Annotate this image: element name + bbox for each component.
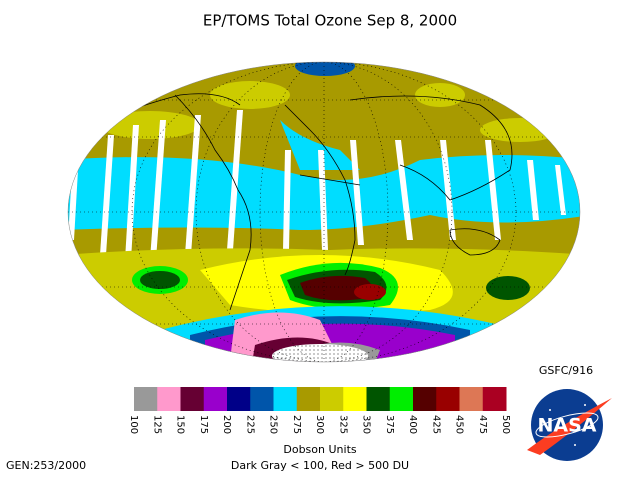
tick-label: 150 [175, 415, 186, 434]
generator: GEN:253/2000 [6, 459, 86, 472]
color-swatch [343, 387, 367, 411]
tick-label: 175 [198, 415, 209, 434]
tick-label: 100 [128, 415, 139, 434]
color-swatch [296, 387, 321, 411]
tick-label: 325 [337, 415, 348, 434]
logo-text: NASA [538, 415, 597, 437]
color-swatch [389, 387, 414, 411]
tick-label: 450 [454, 415, 465, 434]
color-swatch [436, 387, 460, 411]
color-bar: 100 125 150 175 200 225 250 275 300 325 350 375 400 4… [128, 387, 511, 434]
tick-label: 400 [407, 415, 418, 434]
color-swatch [459, 387, 484, 411]
world-map [68, 62, 580, 362]
color-swatch [180, 387, 205, 411]
tick-label: 200 [221, 415, 232, 434]
legend-note: Dark Gray < 100, Red > 500 DU [231, 459, 409, 472]
tick-label: 275 [291, 415, 302, 434]
tick-label: 375 [384, 415, 395, 434]
tick-label: 500 [500, 415, 511, 434]
color-swatch [134, 387, 158, 411]
nasa-logo: NASA [527, 389, 612, 461]
color-swatch [203, 387, 228, 411]
color-swatch [250, 387, 274, 411]
title: EP/TOMS Total Ozone Sep 8, 2000 [203, 12, 457, 30]
color-swatch [273, 387, 298, 411]
tick-label: 425 [430, 415, 441, 434]
tick-label: 225 [244, 415, 255, 434]
tick-label: 250 [268, 415, 279, 434]
color-swatch [413, 387, 437, 411]
credit: GSFC/916 [539, 364, 593, 377]
color-swatch [157, 387, 181, 411]
color-swatch [227, 387, 251, 411]
tick-label: 350 [361, 415, 372, 434]
tick-label: 300 [314, 415, 325, 434]
legend-label: Dobson Units [283, 443, 357, 456]
color-swatch [482, 387, 507, 411]
tick-label: 125 [151, 415, 162, 434]
tick-label: 475 [477, 415, 488, 434]
color-swatch [366, 387, 391, 411]
color-swatch [320, 387, 344, 411]
